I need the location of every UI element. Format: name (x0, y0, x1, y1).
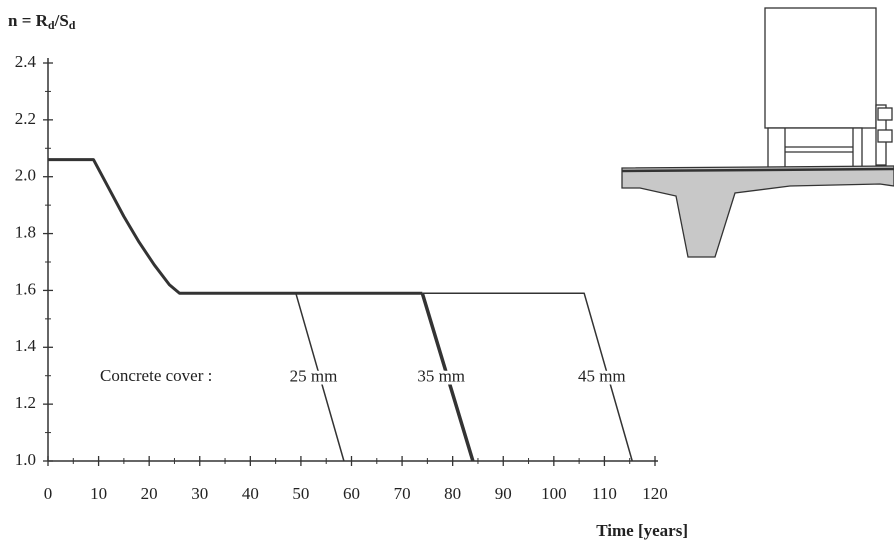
x-tick-label: 70 (394, 484, 411, 503)
x-tick-label: 100 (541, 484, 567, 503)
x-tick-label: 50 (292, 484, 309, 503)
x-tick-label: 20 (141, 484, 158, 503)
series-label: 25 mm (290, 367, 338, 386)
x-axis-label: Time [years] (596, 521, 688, 540)
chart: n = Rd/Sd Time [years] Concrete cover : … (0, 0, 894, 548)
y-tick-label: 1.8 (15, 222, 36, 241)
x-tick-label: 110 (592, 484, 617, 503)
x-tick-label: 0 (44, 484, 53, 503)
y-axis-label: n = Rd/Sd (8, 11, 76, 32)
x-tick-label: 40 (242, 484, 259, 503)
y-tick-label: 1.4 (15, 336, 37, 355)
series-label: 45 mm (578, 367, 626, 386)
x-tick-label: 80 (444, 484, 461, 503)
x-tick-label: 120 (642, 484, 668, 503)
x-tick-label: 30 (191, 484, 208, 503)
y-tick-label: 1.2 (15, 393, 36, 412)
y-tick-label: 1.6 (15, 279, 36, 298)
x-tick-label: 60 (343, 484, 360, 503)
y-tick-label: 2.4 (15, 52, 37, 71)
series-label: 35 mm (417, 367, 465, 386)
series-line (48, 160, 422, 294)
y-tick-label: 2.0 (15, 166, 36, 185)
annotation: Concrete cover : (100, 366, 212, 385)
y-tick-label: 1.0 (15, 450, 36, 469)
x-tick-label: 90 (495, 484, 512, 503)
x-tick-label: 10 (90, 484, 107, 503)
bridge-diagram (622, 8, 894, 257)
y-tick-label: 2.2 (15, 109, 36, 128)
